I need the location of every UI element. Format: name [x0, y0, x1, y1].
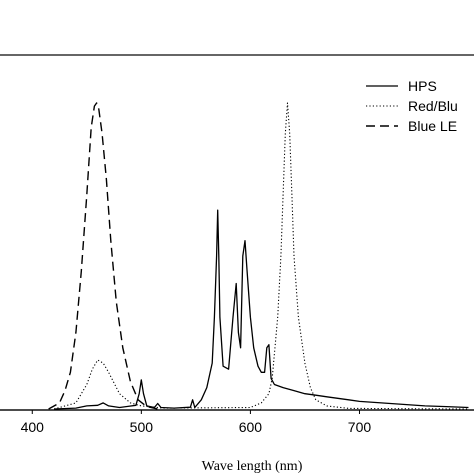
- series-line-dotted: [53, 102, 469, 410]
- plot-frame: [0, 54, 474, 411]
- x-axis-ticks: 400 500 600 700: [21, 410, 372, 435]
- x-tick-label: 400: [21, 419, 45, 435]
- legend: HPS Red/Blu Blue LE: [366, 78, 458, 134]
- series-layer: [0, 102, 474, 411]
- series-line-solid: [54, 209, 469, 410]
- legend-label: Red/Blu: [408, 98, 458, 114]
- x-axis-label: Wave length (nm): [202, 459, 303, 474]
- x-tick-label: 500: [130, 419, 154, 435]
- series-line-dashed: [48, 102, 158, 410]
- x-tick-label: 600: [239, 419, 263, 435]
- legend-label: HPS: [408, 78, 437, 94]
- legend-label: Blue LE: [408, 118, 457, 134]
- x-tick-label: 700: [348, 419, 372, 435]
